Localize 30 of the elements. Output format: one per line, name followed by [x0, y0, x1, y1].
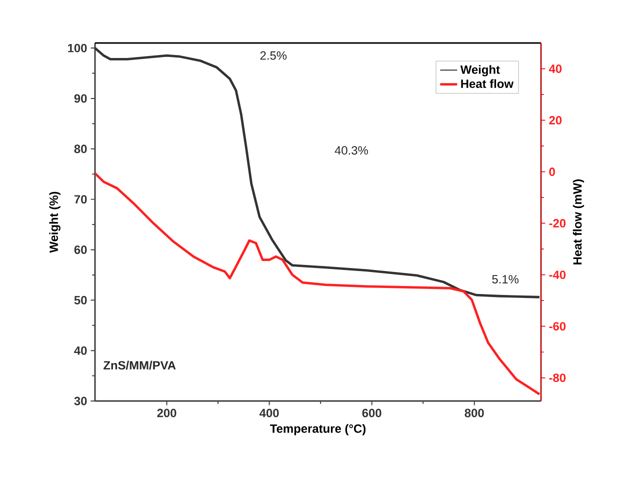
- x-axis-title: Temperature (°C): [270, 424, 366, 436]
- y2-tick-label: 40: [548, 64, 562, 73]
- y-tick-label: 30: [74, 396, 87, 406]
- y2-tick-label: 0: [549, 168, 555, 176]
- annotation: 40.3%: [334, 146, 368, 155]
- y-tick-label: 60: [74, 246, 87, 254]
- legend-label: Heat flow: [461, 79, 514, 88]
- y-tick-label: 40: [74, 346, 87, 355]
- x-tick-label: 400: [260, 408, 279, 418]
- y-tick-label: 100: [68, 44, 87, 52]
- annotation: ZnS/MM/PVA: [104, 360, 176, 370]
- y-tick-label: 70: [74, 195, 87, 204]
- annotation: 5.1%: [492, 275, 519, 284]
- line-series: [94, 46, 541, 298]
- legend-label: Weight: [460, 65, 500, 76]
- annotation: 2.5%: [260, 51, 287, 60]
- x-tick-label: 800: [464, 408, 484, 418]
- y2-tick-label: -80: [549, 374, 566, 382]
- y-tick-label: 50: [74, 296, 87, 304]
- y2-tick-label: -20: [549, 219, 566, 228]
- y2-tick-label: -60: [549, 322, 566, 331]
- x-tick-label: 600: [362, 408, 382, 418]
- x-tick-label: 200: [157, 408, 176, 418]
- y2-tick-label: 20: [549, 116, 562, 124]
- y-tick-label: 80: [74, 144, 87, 154]
- y-tick-label: 90: [74, 94, 87, 103]
- line-series: [95, 172, 541, 396]
- y2-axis-title: Heat flow (mW): [572, 179, 584, 264]
- y2-tick-label: -40: [549, 270, 566, 280]
- y-axis-title: Weight (%): [49, 192, 60, 253]
